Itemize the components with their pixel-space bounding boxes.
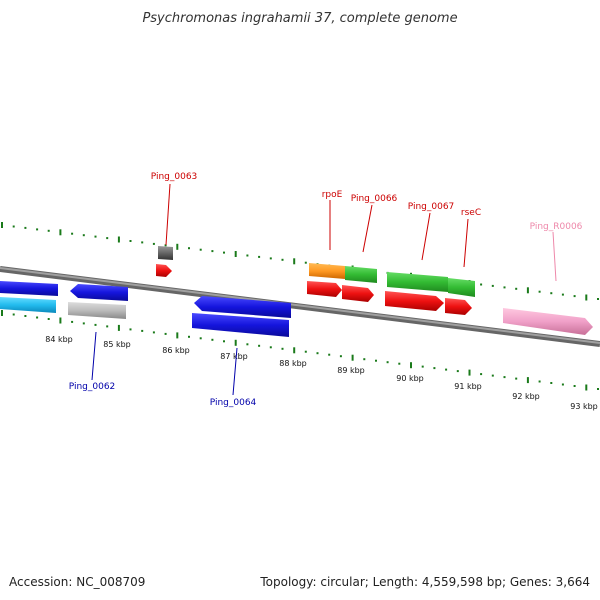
reverse-cds-ping-0064-upper[interactable] xyxy=(194,296,291,318)
gene-label-ping-0063[interactable]: Ping_0063 xyxy=(151,172,198,182)
forward-cds-ping-0066[interactable] xyxy=(342,285,374,302)
dark-feature-ping-0063[interactable] xyxy=(158,246,173,260)
tick-label-90: 90 kbp xyxy=(396,374,424,383)
leader-ping-0064 xyxy=(232,347,238,396)
topology-text: Topology: circular; Length: 4,559,598 bp… xyxy=(259,575,590,589)
leader-rsec xyxy=(463,218,469,268)
tick-label-89: 89 kbp xyxy=(337,366,365,375)
tick-label-86: 86 kbp xyxy=(162,346,190,355)
leader-ping-0067 xyxy=(421,212,431,261)
reverse-features xyxy=(0,246,291,337)
tick-labels: 84 kbp 85 kbp 86 kbp 87 kbp 88 kbp 89 kb… xyxy=(45,335,598,411)
green-feature-ping-0067[interactable] xyxy=(387,272,448,292)
tick-label-84: 84 kbp xyxy=(45,335,73,344)
label-leaders xyxy=(91,183,557,396)
lower-tick-row xyxy=(1,310,599,391)
cyan-feature-left[interactable] xyxy=(0,297,56,313)
gene-label-ping-0064[interactable]: Ping_0064 xyxy=(210,398,257,408)
gene-label-rpoe[interactable]: rpoE xyxy=(322,190,343,200)
orange-feature-rpoe[interactable] xyxy=(309,263,345,279)
genome-backbone-highlight xyxy=(0,267,600,344)
tick-label-93: 93 kbp xyxy=(570,402,598,411)
gene-label-ping-r0006[interactable]: Ping_R0006 xyxy=(530,222,583,232)
tick-label-91: 91 kbp xyxy=(454,382,482,391)
pink-feature-ping-r0006[interactable] xyxy=(503,308,593,335)
forward-cds-ping-0067[interactable] xyxy=(385,291,444,311)
green-feature-ping-0066[interactable] xyxy=(345,266,377,283)
reverse-cds-ping-0064-lower[interactable] xyxy=(192,313,289,337)
gene-label-ping-0067[interactable]: Ping_0067 xyxy=(408,202,455,212)
forward-cds-ping-0063[interactable] xyxy=(156,264,172,277)
tick-label-92: 92 kbp xyxy=(512,392,540,401)
reverse-cds-ping-0061[interactable] xyxy=(70,284,128,301)
gene-labels: Ping_0063 rpoE Ping_0066 Ping_0067 rseC … xyxy=(69,172,583,408)
gene-label-rsec[interactable]: rseC xyxy=(461,208,481,218)
forward-features xyxy=(307,263,593,335)
gene-label-ping-0066[interactable]: Ping_0066 xyxy=(351,194,398,204)
tick-label-85: 85 kbp xyxy=(103,340,131,349)
forward-cds-rsec[interactable] xyxy=(445,298,472,315)
accession-text: Accession: NC_008709 xyxy=(9,575,145,589)
gene-label-ping-0062[interactable]: Ping_0062 xyxy=(69,382,116,392)
leader-ping-0063 xyxy=(165,183,171,246)
tick-label-88: 88 kbp xyxy=(279,359,307,368)
leader-ping-r0006 xyxy=(552,231,557,282)
leader-ping-0066 xyxy=(362,204,373,253)
forward-cds-rpoe[interactable] xyxy=(307,281,342,297)
map-title: Psychromonas ingrahamii 37, complete gen… xyxy=(142,11,457,26)
leader-ping-0062 xyxy=(91,331,97,381)
tick-label-87: 87 kbp xyxy=(220,352,248,361)
green-feature-rsec[interactable] xyxy=(448,278,475,297)
reverse-cds-left-upper[interactable] xyxy=(0,281,58,296)
grey-feature-ping-0062[interactable] xyxy=(68,302,126,319)
